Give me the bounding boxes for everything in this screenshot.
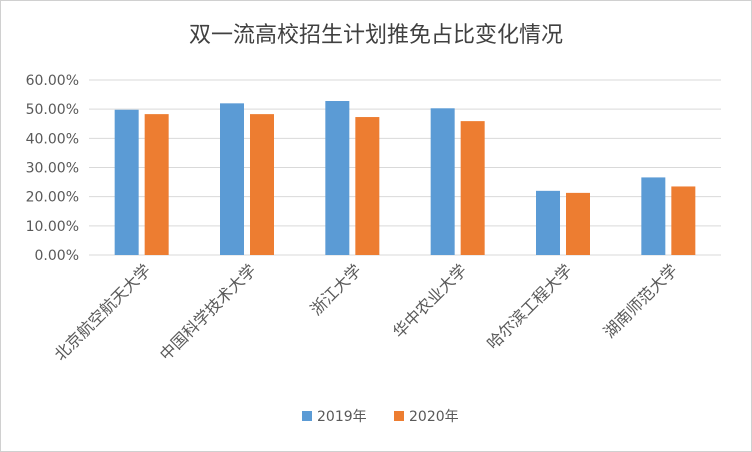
legend-label: 2020年: [409, 409, 459, 425]
bar-2019年: [114, 109, 139, 255]
y-tick-label: 60.00%: [26, 73, 79, 89]
legend-swatch: [394, 411, 404, 421]
y-tick-label: 50.00%: [26, 102, 79, 118]
bar-2019年: [536, 190, 560, 255]
y-tick-label: 30.00%: [26, 161, 79, 177]
x-category-label: 北京航空航天大学: [51, 260, 155, 364]
bar-2019年: [220, 103, 244, 255]
bar-2019年: [430, 108, 455, 256]
bar-2020年: [460, 121, 485, 255]
y-tick-label: 20.00%: [26, 190, 79, 206]
x-category-label: 华中农业大学: [389, 260, 470, 341]
x-category-label: 浙江大学: [306, 260, 365, 319]
bar-2019年: [641, 177, 666, 255]
y-tick-label: 10.00%: [26, 219, 79, 235]
y-tick-label: 0.00%: [35, 248, 79, 264]
legend-label: 2019年: [317, 409, 367, 425]
bar-2019年: [325, 101, 350, 255]
bar-2020年: [566, 192, 590, 255]
x-category-label: 湖南师范大学: [600, 260, 681, 341]
x-category-label: 中国科学技术大学: [156, 260, 260, 364]
bar-2020年: [250, 114, 274, 255]
y-tick-label: 40.00%: [26, 131, 79, 147]
bar-2020年: [144, 114, 169, 255]
x-category-label: 哈尔滨工程大学: [483, 260, 576, 353]
chart-title: 双一流高校招生计划推免占比变化情况: [188, 23, 563, 48]
bar-2020年: [355, 117, 380, 256]
bar-2020年: [671, 186, 696, 255]
legend-swatch: [302, 411, 312, 421]
